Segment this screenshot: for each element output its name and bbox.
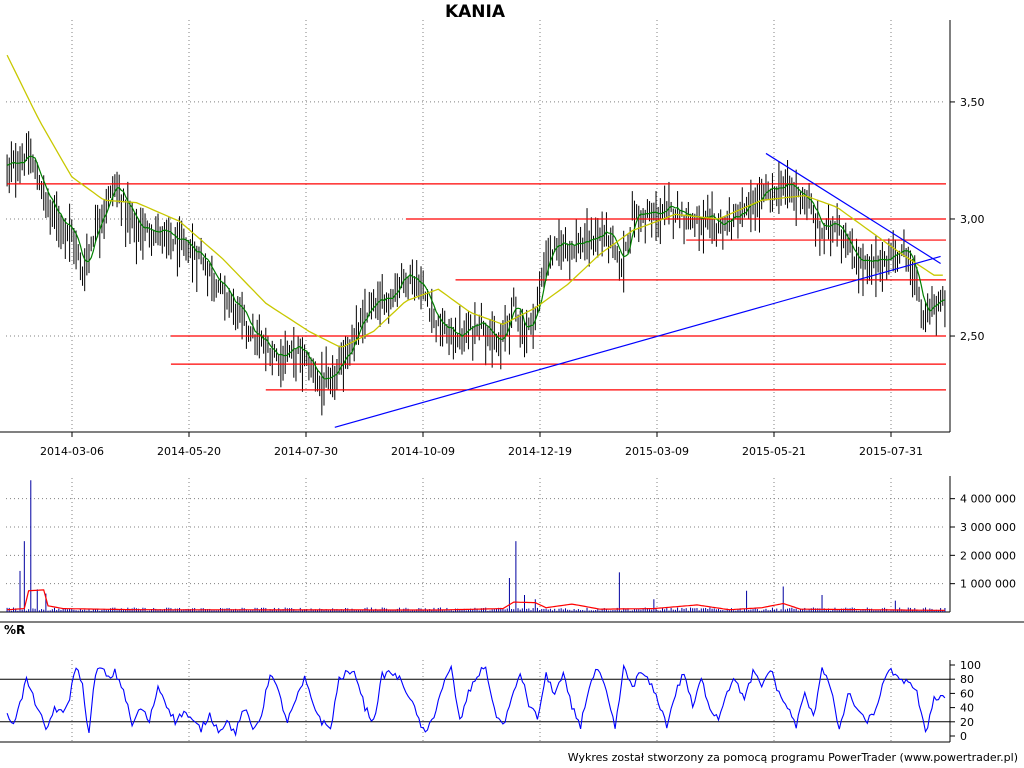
- price-x-tick-label: 2014-07-30: [274, 445, 338, 458]
- price-x-tick-label: 2015-05-21: [742, 445, 806, 458]
- short-moving-average: [6, 155, 946, 380]
- volume-y-tick-label: 4 000 000: [960, 493, 1016, 506]
- price-x-tick-label: 2014-03-06: [40, 445, 104, 458]
- chart-title: KANIA: [444, 2, 506, 22]
- williams-r-line: [6, 663, 946, 737]
- wr-y-tick-label: 100: [960, 659, 981, 672]
- long-moving-average: [6, 54, 943, 348]
- price-bars: [6, 131, 946, 416]
- volume-y-tick-label: 1 000 000: [960, 578, 1016, 591]
- price-y-tick-label: 3,50: [960, 96, 985, 109]
- price-x-tick-label: 2014-05-20: [157, 445, 221, 458]
- wr-y-tick-label: 20: [960, 716, 974, 729]
- wr-y-tick-label: 0: [960, 730, 967, 743]
- price-y-tick-label: 2,50: [960, 330, 985, 343]
- price-x-tick-label: 2014-10-09: [391, 445, 455, 458]
- price-y-tick-label: 3,00: [960, 213, 985, 226]
- volume-y-tick-label: 3 000 000: [960, 521, 1016, 534]
- trendline: [334, 255, 941, 428]
- williams-r-label: %R: [4, 623, 26, 637]
- wr-y-tick-label: 60: [960, 687, 974, 700]
- price-x-tick-label: 2015-03-09: [625, 445, 689, 458]
- trendline: [765, 152, 941, 264]
- support-resistance-lines: [7, 183, 946, 391]
- price-x-tick-label: 2014-12-19: [508, 445, 572, 458]
- wr-y-tick-label: 40: [960, 702, 974, 715]
- wr-y-tick-label: 80: [960, 673, 974, 686]
- price-x-tick-label: 2015-07-31: [859, 445, 923, 458]
- volume-y-tick-label: 2 000 000: [960, 549, 1016, 562]
- volume-bars: [6, 480, 946, 612]
- footer-credit: Wykres został stworzony za pomocą progra…: [567, 751, 1018, 764]
- volume-moving-average: [7, 589, 945, 611]
- vertical-grid: [71, 20, 892, 742]
